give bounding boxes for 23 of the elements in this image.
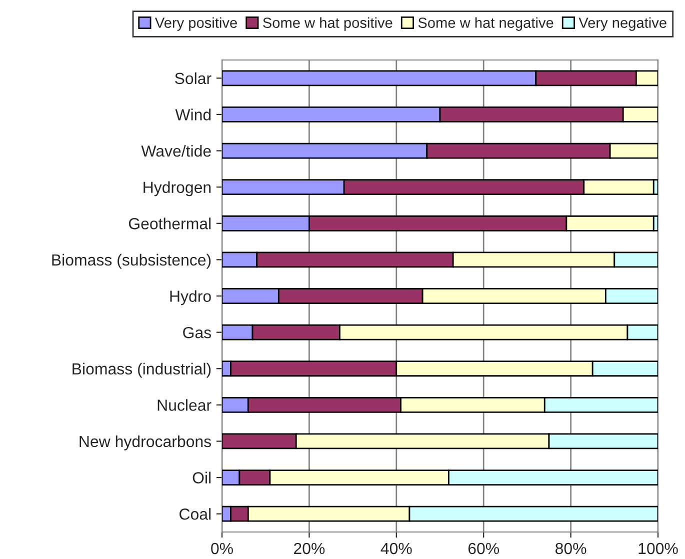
x-tick-label: 20% — [294, 542, 325, 554]
x-tick-label: 60% — [468, 542, 500, 554]
y-tick-label: Biomass (subsistence) — [52, 254, 211, 269]
y-tick-label: Oil — [192, 472, 211, 484]
y-tick-label: Biomass (industrial) — [72, 362, 211, 378]
x-tick-label: 40% — [380, 542, 412, 554]
y-tick-label: Solar — [175, 72, 212, 84]
x-tick-label: 100% — [638, 542, 678, 554]
y-tick-label: Nuclear — [158, 399, 212, 411]
y-tick-label: Geothermal — [128, 218, 211, 230]
legend-label: Some w hat positive — [263, 17, 392, 31]
legend-label: Some w hat negative — [418, 17, 554, 31]
y-tick-label: New hydrocarbons — [80, 435, 212, 450]
x-tick-label: 80% — [556, 542, 586, 554]
legend-label: Very positive — [154, 17, 237, 31]
y-tick-label: Gas — [183, 326, 212, 338]
y-tick-label: Wind — [175, 108, 211, 120]
y-tick-label: Coal — [180, 508, 211, 520]
legend-label: Very negative — [578, 17, 666, 31]
y-tick-label: Hydrogen — [144, 181, 211, 196]
x-tick-label: 0% — [211, 542, 233, 554]
y-tick-label: Wave/tide — [141, 144, 211, 157]
y-tick-label: Hydro — [170, 290, 211, 306]
